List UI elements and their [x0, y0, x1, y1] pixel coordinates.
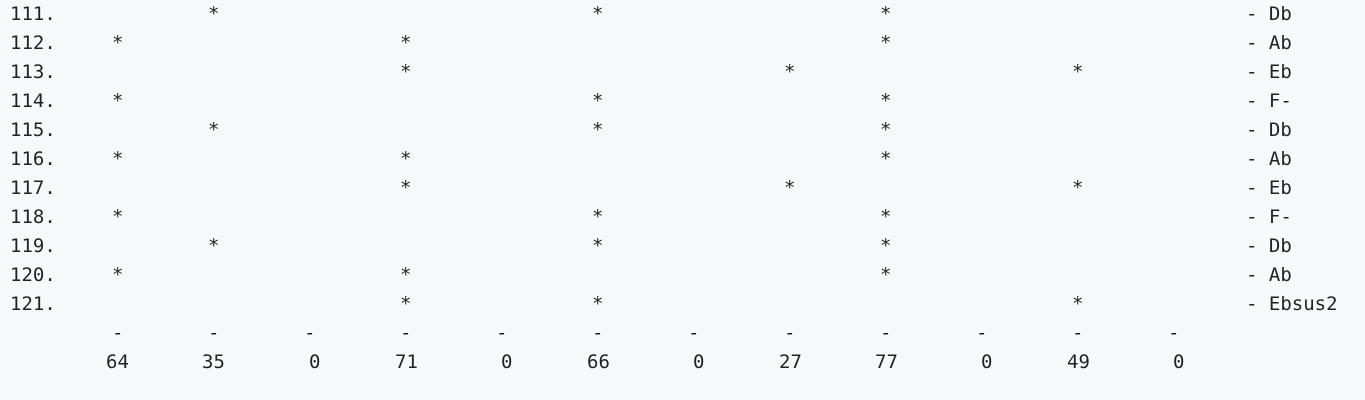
- chord-label: - F-: [1246, 90, 1292, 112]
- note-mark: *: [592, 119, 604, 141]
- column-total: 27: [779, 351, 802, 373]
- note-mark: *: [112, 90, 124, 112]
- chord-label: - Ab: [1246, 264, 1292, 286]
- column-total: 35: [202, 351, 225, 373]
- separator-dash: -: [592, 322, 604, 344]
- note-mark: *: [880, 235, 892, 257]
- row-number: 119.: [10, 235, 56, 257]
- note-mark: *: [592, 235, 604, 257]
- note-mark: *: [208, 235, 220, 257]
- separator-dash: -: [112, 322, 124, 344]
- column-total: 71: [395, 351, 418, 373]
- note-mark: *: [112, 32, 124, 54]
- row-number: 113.: [10, 61, 56, 83]
- note-mark: *: [112, 148, 124, 170]
- row-number: 116.: [10, 148, 56, 170]
- separator-dash: -: [976, 322, 988, 344]
- note-mark: *: [880, 32, 892, 54]
- row-number: 121.: [10, 293, 56, 315]
- separator-dash: -: [688, 322, 700, 344]
- note-mark: *: [880, 206, 892, 228]
- column-total: 66: [587, 351, 610, 373]
- chord-label: - Db: [1246, 235, 1292, 257]
- note-mark: *: [1072, 177, 1084, 199]
- note-mark: *: [880, 3, 892, 25]
- note-mark: *: [880, 119, 892, 141]
- column-total: 0: [981, 351, 993, 373]
- note-mark: *: [400, 264, 412, 286]
- row-number: 118.: [10, 206, 56, 228]
- note-mark: *: [208, 3, 220, 25]
- chord-label: - Db: [1246, 119, 1292, 141]
- note-mark: *: [400, 177, 412, 199]
- row-number: 111.: [10, 3, 56, 25]
- note-mark: *: [592, 206, 604, 228]
- separator-dash: -: [496, 322, 508, 344]
- separator-dash: -: [1072, 322, 1084, 344]
- column-total: 77: [875, 351, 898, 373]
- column-total: 64: [106, 351, 129, 373]
- note-mark: *: [784, 61, 796, 83]
- note-mark: *: [208, 119, 220, 141]
- separator-dash: -: [880, 322, 892, 344]
- column-total: 0: [1173, 351, 1185, 373]
- chord-label: - Db: [1246, 3, 1292, 25]
- note-mark: *: [112, 206, 124, 228]
- note-mark: *: [400, 32, 412, 54]
- note-mark: *: [1072, 61, 1084, 83]
- separator-dash: -: [400, 322, 412, 344]
- row-number: 115.: [10, 119, 56, 141]
- column-total: 49: [1067, 351, 1090, 373]
- separator-dash: -: [304, 322, 316, 344]
- note-mark: *: [1072, 293, 1084, 315]
- chord-label: - F-: [1246, 206, 1292, 228]
- note-mark: *: [592, 293, 604, 315]
- note-mark: *: [112, 264, 124, 286]
- row-number: 117.: [10, 177, 56, 199]
- column-total: 0: [501, 351, 513, 373]
- separator-dash: -: [784, 322, 796, 344]
- note-mark: *: [592, 90, 604, 112]
- note-mark: *: [400, 148, 412, 170]
- note-mark: *: [400, 61, 412, 83]
- chord-label: - Eb: [1246, 61, 1292, 83]
- note-mark: *: [400, 293, 412, 315]
- row-number: 114.: [10, 90, 56, 112]
- chord-label: - Ab: [1246, 32, 1292, 54]
- column-total: 0: [693, 351, 705, 373]
- chord-label: - Ebsus2: [1246, 293, 1338, 315]
- note-mark: *: [784, 177, 796, 199]
- chord-label: - Eb: [1246, 177, 1292, 199]
- note-mark: *: [880, 148, 892, 170]
- column-total: 0: [309, 351, 321, 373]
- row-number: 112.: [10, 32, 56, 54]
- row-number: 120.: [10, 264, 56, 286]
- note-mark: *: [592, 3, 604, 25]
- note-mark: *: [880, 264, 892, 286]
- separator-dash: -: [208, 322, 220, 344]
- note-mark: *: [880, 90, 892, 112]
- separator-dash: -: [1168, 322, 1180, 344]
- chord-label: - Ab: [1246, 148, 1292, 170]
